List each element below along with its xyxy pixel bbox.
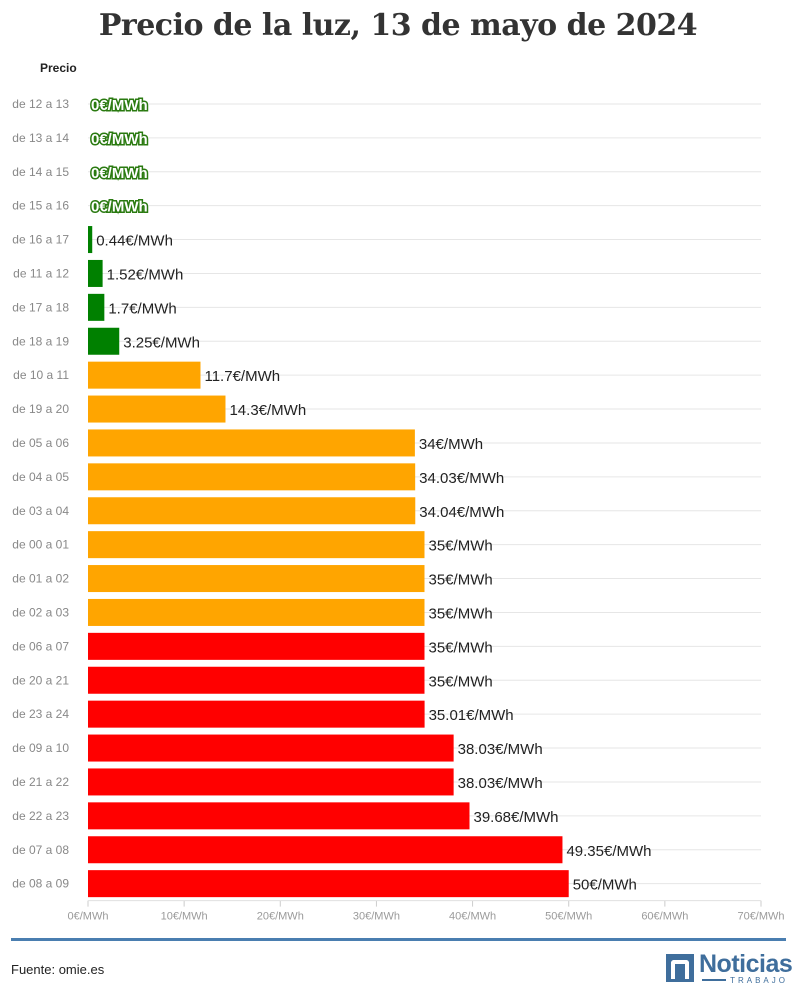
value-label: 34.03€/MWh	[419, 470, 504, 487]
value-label: 35€/MWh	[429, 673, 493, 690]
bar	[88, 768, 454, 796]
category-label: de 03 a 04	[12, 504, 69, 518]
value-label: 1.7€/MWh	[108, 300, 176, 317]
value-label: 39.68€/MWh	[473, 809, 558, 826]
category-label: de 04 a 05	[12, 470, 69, 484]
value-label: 34€/MWh	[419, 436, 483, 453]
bar	[88, 226, 93, 254]
value-label: 35€/MWh	[429, 538, 493, 555]
category-label: de 22 a 23	[12, 809, 69, 823]
value-label: 11.7€/MWh	[204, 368, 280, 385]
value-label: 1.52€/MWh	[107, 266, 184, 283]
value-label: 3.25€/MWh	[123, 334, 200, 351]
category-label: de 12 a 13	[12, 97, 69, 111]
category-label: de 07 a 08	[12, 843, 69, 857]
value-label: 50€/MWh	[573, 877, 637, 894]
category-label: de 23 a 24	[12, 707, 69, 721]
category-label: de 20 a 21	[12, 673, 69, 687]
category-label: de 14 a 15	[12, 165, 69, 179]
x-tick-label: 40€/MWh	[449, 911, 496, 923]
noticias-trabajo-logo: Noticias TRABAJO	[666, 950, 793, 985]
category-label: de 17 a 18	[12, 300, 69, 314]
logo-word: Noticias	[699, 950, 793, 978]
value-label: 0€/MWh	[91, 97, 148, 114]
bar	[88, 327, 120, 355]
bar	[88, 802, 470, 830]
bar	[88, 361, 201, 389]
bar	[88, 429, 415, 457]
value-label: 49.35€/MWh	[566, 843, 651, 860]
n-logo-icon	[666, 954, 694, 982]
category-label: de 10 a 11	[13, 368, 69, 382]
bar	[88, 734, 454, 762]
logo-subtitle: TRABAJO	[730, 976, 788, 985]
category-label: de 05 a 06	[12, 436, 69, 450]
logo-rule	[702, 979, 726, 981]
bar	[88, 870, 569, 898]
value-label: 0€/MWh	[91, 199, 148, 216]
value-label: 38.03€/MWh	[458, 775, 543, 792]
bar	[88, 293, 105, 321]
bar	[88, 531, 425, 559]
x-tick-label: 30€/MWh	[353, 911, 400, 923]
bar	[88, 700, 425, 728]
x-tick-label: 70€/MWh	[737, 911, 784, 923]
source-note: Fuente: omie.es	[11, 962, 105, 977]
value-label: 35.01€/MWh	[429, 707, 514, 724]
bar	[88, 632, 425, 660]
category-label: de 08 a 09	[12, 877, 69, 891]
category-label: de 02 a 03	[12, 605, 69, 619]
x-tick-label: 50€/MWh	[545, 911, 592, 923]
category-label: de 21 a 22	[12, 775, 69, 789]
bar	[88, 497, 416, 525]
category-label: de 01 a 02	[12, 572, 69, 586]
category-label: de 19 a 20	[12, 402, 69, 416]
value-label: 0€/MWh	[91, 165, 148, 182]
x-tick-label: 10€/MWh	[161, 911, 208, 923]
category-label: de 13 a 14	[12, 131, 69, 145]
category-label: de 06 a 07	[12, 639, 69, 653]
value-label: 35€/MWh	[429, 605, 493, 622]
category-label: de 15 a 16	[12, 199, 69, 213]
bar	[88, 598, 425, 626]
bar	[88, 463, 416, 491]
bar	[88, 395, 226, 423]
category-label: de 11 a 12	[13, 266, 69, 280]
value-label: 35€/MWh	[429, 572, 493, 589]
chart-title: Precio de la luz, 13 de mayo de 2024	[98, 8, 698, 43]
category-label: de 18 a 19	[12, 334, 69, 348]
value-label: 0.44€/MWh	[96, 233, 173, 250]
footer-divider	[11, 938, 786, 941]
x-tick-label: 20€/MWh	[257, 911, 304, 923]
x-tick-label: 60€/MWh	[641, 911, 688, 923]
bar	[88, 836, 563, 864]
category-label: de 09 a 10	[12, 741, 69, 755]
category-label: de 00 a 01	[12, 538, 69, 552]
value-label: 34.04€/MWh	[419, 504, 504, 521]
price-bar-chart: 0€/MWh 10€/MWh 20€/MWh 30€/MWh 40€/MWh 50€/MW…	[12, 95, 784, 923]
x-tick-label: 0€/MWh	[68, 911, 109, 923]
bar	[88, 666, 425, 694]
bar	[88, 565, 425, 593]
column-header: Precio	[40, 61, 77, 75]
value-label: 35€/MWh	[429, 639, 493, 656]
bar	[88, 259, 103, 287]
category-label: de 16 a 17	[12, 233, 69, 247]
value-label: 38.03€/MWh	[458, 741, 543, 758]
value-label: 0€/MWh	[91, 131, 148, 148]
value-label: 14.3€/MWh	[229, 402, 306, 419]
